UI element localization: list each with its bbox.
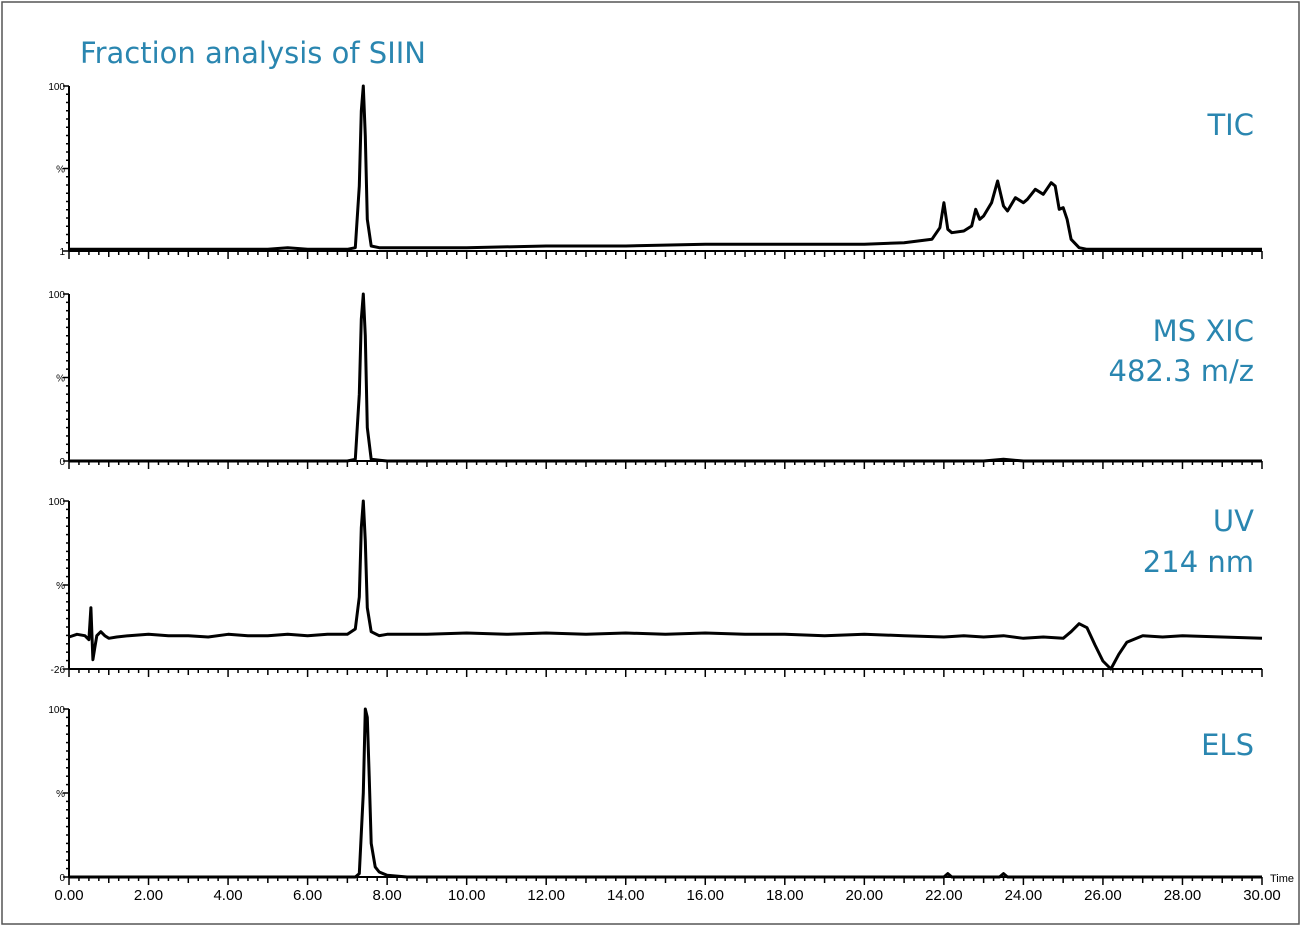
y-tick-label: 100 xyxy=(48,497,65,508)
x-tick-label: 8.00 xyxy=(373,887,402,904)
y-tick-label: -26 xyxy=(51,665,66,676)
y-tick-label: 100 xyxy=(48,290,65,301)
y-tick-label: 100 xyxy=(48,82,65,93)
x-tick-label: 4.00 xyxy=(213,887,242,904)
x-tick-label: 0.00 xyxy=(54,887,83,904)
x-tick-label: 16.00 xyxy=(686,887,724,904)
trace-line xyxy=(68,499,1263,671)
y-tick-label: % xyxy=(56,374,65,385)
x-tick-label: 24.00 xyxy=(1005,887,1043,904)
x-tick-labels: 0.00 2.00 4.00 6.00 8.00 10.00 12.00 14.00 16.00… xyxy=(54,873,1294,904)
x-tick-label: 2.00 xyxy=(134,887,163,904)
y-tick-label: 0 xyxy=(59,873,65,884)
panel-label: ELS xyxy=(1201,728,1254,762)
trace-line xyxy=(69,707,1262,879)
x-tick-label: 10.00 xyxy=(448,887,486,904)
x-tick-label: 22.00 xyxy=(925,887,963,904)
y-tick-label: % xyxy=(56,581,65,592)
panel-3: 100% -26 UV 214 nm xyxy=(48,497,1263,677)
x-tick-label: 18.00 xyxy=(766,887,804,904)
y-tick-label: 100 xyxy=(48,705,65,716)
y-tick-label: 0 xyxy=(59,457,65,468)
y-tick-label: % xyxy=(56,165,65,176)
y-tick-label: 1 xyxy=(59,247,65,258)
panel-label: MS XIC xyxy=(1153,314,1254,348)
panel-1: 100% 1 TIC xyxy=(48,82,1263,259)
x-tick-label: 30.00 xyxy=(1243,887,1281,904)
chart-title: Fraction analysis of SIIN xyxy=(80,36,426,70)
trace-line xyxy=(69,84,1262,251)
x-axis-name: Time xyxy=(1270,873,1294,885)
x-tick-label: 26.00 xyxy=(1084,887,1122,904)
panel-label: UV xyxy=(1213,504,1254,538)
panels-root: 100% 1 TIC 100% 0 MS XIC 482.3 m/z 100% -26 UV 214… xyxy=(48,82,1294,904)
x-tick-label: 6.00 xyxy=(293,887,322,904)
panel-label: TIC xyxy=(1206,108,1254,142)
y-tick-label: % xyxy=(56,789,65,800)
x-tick-label: 12.00 xyxy=(527,887,565,904)
x-tick-label: 14.00 xyxy=(607,887,645,904)
panel-4: 100% 0 ELS xyxy=(48,705,1263,885)
x-tick-label: 20.00 xyxy=(846,887,884,904)
trace-line xyxy=(69,292,1262,463)
panel-label: 482.3 m/z xyxy=(1109,354,1254,388)
x-tick-label: 28.00 xyxy=(1164,887,1202,904)
panel-label: 214 nm xyxy=(1143,545,1254,579)
panel-2: 100% 0 MS XIC 482.3 m/z xyxy=(48,290,1263,469)
